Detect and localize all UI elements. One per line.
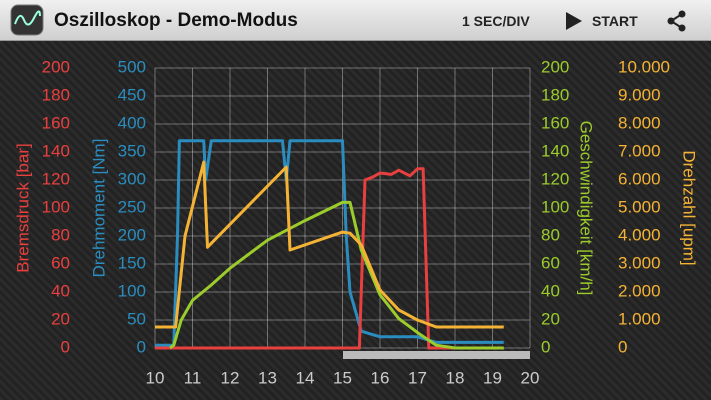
x-tick-label: 18 (446, 368, 465, 387)
y-tick-label: 200 (42, 57, 70, 76)
y-tick-label: 4.000 (618, 225, 661, 244)
x-tick-label: 19 (483, 368, 502, 387)
axis-title: Geschwindigkeit [km/h] (577, 121, 596, 296)
x-tick-label: 16 (371, 368, 390, 387)
share-icon[interactable] (666, 10, 688, 32)
y-tick-label: 10.000 (618, 57, 670, 76)
y-tick-label: 140 (42, 141, 70, 160)
y-tick-label: 40 (51, 281, 70, 300)
grid (154, 67, 531, 349)
x-tick-label: 20 (521, 368, 540, 387)
y-tick-label: 50 (127, 309, 146, 328)
y-tick-label: 0 (618, 337, 627, 356)
x-tick-label: 14 (296, 368, 315, 387)
x-tick-label: 10 (146, 368, 165, 387)
y-tick-label: 5.000 (618, 197, 661, 216)
y-tick-label: 350 (118, 141, 146, 160)
time-per-div-button[interactable]: 1 SEC/DIV (462, 13, 530, 29)
y-tick-label: 500 (118, 57, 146, 76)
y-tick-label: 2.000 (618, 281, 661, 300)
y-tick-label: 160 (42, 113, 70, 132)
y-tick-label: 100 (118, 281, 146, 300)
y-tick-label: 120 (42, 169, 70, 188)
series-line (155, 139, 504, 347)
y-tick-label: 20 (541, 309, 560, 328)
y-tick-label: 60 (51, 253, 70, 272)
x-tick-label: 15 (333, 368, 352, 387)
y-tick-label: 140 (541, 141, 569, 160)
y-tick-label: 200 (541, 57, 569, 76)
y-tick-label: 200 (118, 225, 146, 244)
y-tick-label: 40 (541, 281, 560, 300)
series-line (169, 200, 504, 350)
x-tick-label: 17 (408, 368, 427, 387)
y-tick-label: 150 (118, 253, 146, 272)
axis-title: Drehzahl [upm] (680, 150, 699, 265)
y-tick-label: 1.000 (618, 309, 661, 328)
y-tick-label: 400 (118, 113, 146, 132)
y-tick-label: 120 (541, 169, 569, 188)
start-button[interactable]: START (592, 13, 638, 29)
scroll-indicator[interactable] (343, 351, 530, 359)
x-tick-label: 12 (221, 368, 240, 387)
y-tick-label: 180 (541, 85, 569, 104)
y-tick-label: 0 (61, 337, 70, 356)
y-tick-label: 9.000 (618, 85, 661, 104)
y-tick-label: 0 (541, 337, 550, 356)
y-tick-label: 3.000 (618, 253, 661, 272)
series-line (155, 167, 504, 350)
series-line (155, 160, 504, 329)
y-tick-label: 300 (118, 169, 146, 188)
x-tick-label: 13 (258, 368, 277, 387)
axis-title: Drehmoment [Nm] (89, 139, 108, 278)
x-tick-label: 11 (184, 368, 202, 387)
app-bar: Oszilloskop - Demo-Modus 1 SEC/DIV START (0, 0, 711, 41)
play-icon[interactable] (564, 11, 584, 31)
y-tick-label: 450 (118, 85, 146, 104)
y-tick-label: 20 (51, 309, 70, 328)
y-tick-label: 250 (118, 197, 146, 216)
y-tick-label: 7.000 (618, 141, 661, 160)
y-tick-label: 100 (541, 197, 569, 216)
y-tick-label: 0 (137, 337, 146, 356)
app-icon[interactable] (10, 4, 44, 36)
y-tick-label: 100 (42, 197, 70, 216)
y-tick-label: 80 (51, 225, 70, 244)
y-tick-label: 80 (541, 225, 560, 244)
y-tick-label: 8.000 (618, 113, 661, 132)
app-title: Oszilloskop - Demo-Modus (54, 10, 298, 31)
y-tick-label: 60 (541, 253, 560, 272)
y-tick-label: 160 (541, 113, 569, 132)
axis-title: Bremsdruck [bar] (13, 143, 32, 272)
y-tick-label: 180 (42, 85, 70, 104)
y-tick-label: 6.000 (618, 169, 661, 188)
